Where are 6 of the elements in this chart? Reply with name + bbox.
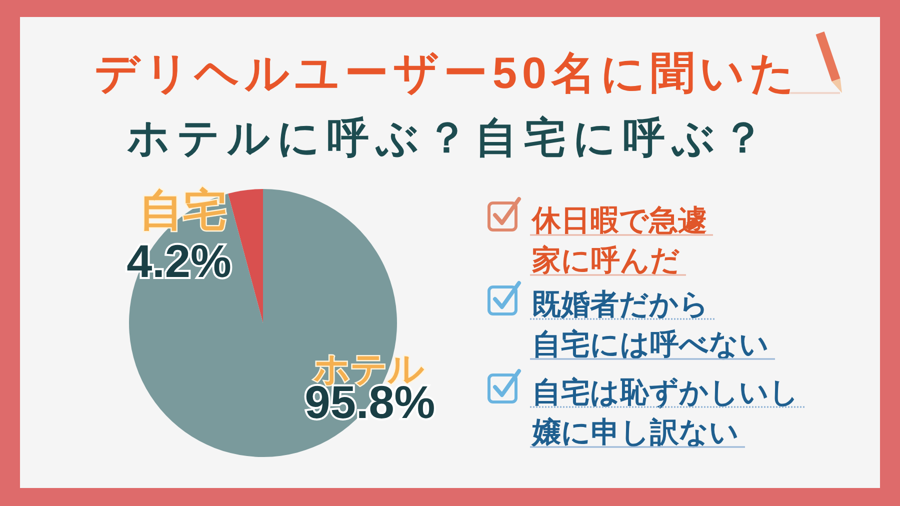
- annotation: 既婚者だから自宅には呼べない: [532, 289, 769, 361]
- annotation: 自宅は恥ずかしいし嬢に申し訳ない: [532, 377, 799, 449]
- subtitle: ホテルに呼ぶ？自宅に呼ぶ？: [127, 114, 771, 161]
- annotation: 休日暇で急遽家に呼んだ: [532, 205, 707, 277]
- category-label: 自宅: [139, 186, 227, 235]
- title: デリヘルユーザー50名に聞いた: [94, 49, 800, 98]
